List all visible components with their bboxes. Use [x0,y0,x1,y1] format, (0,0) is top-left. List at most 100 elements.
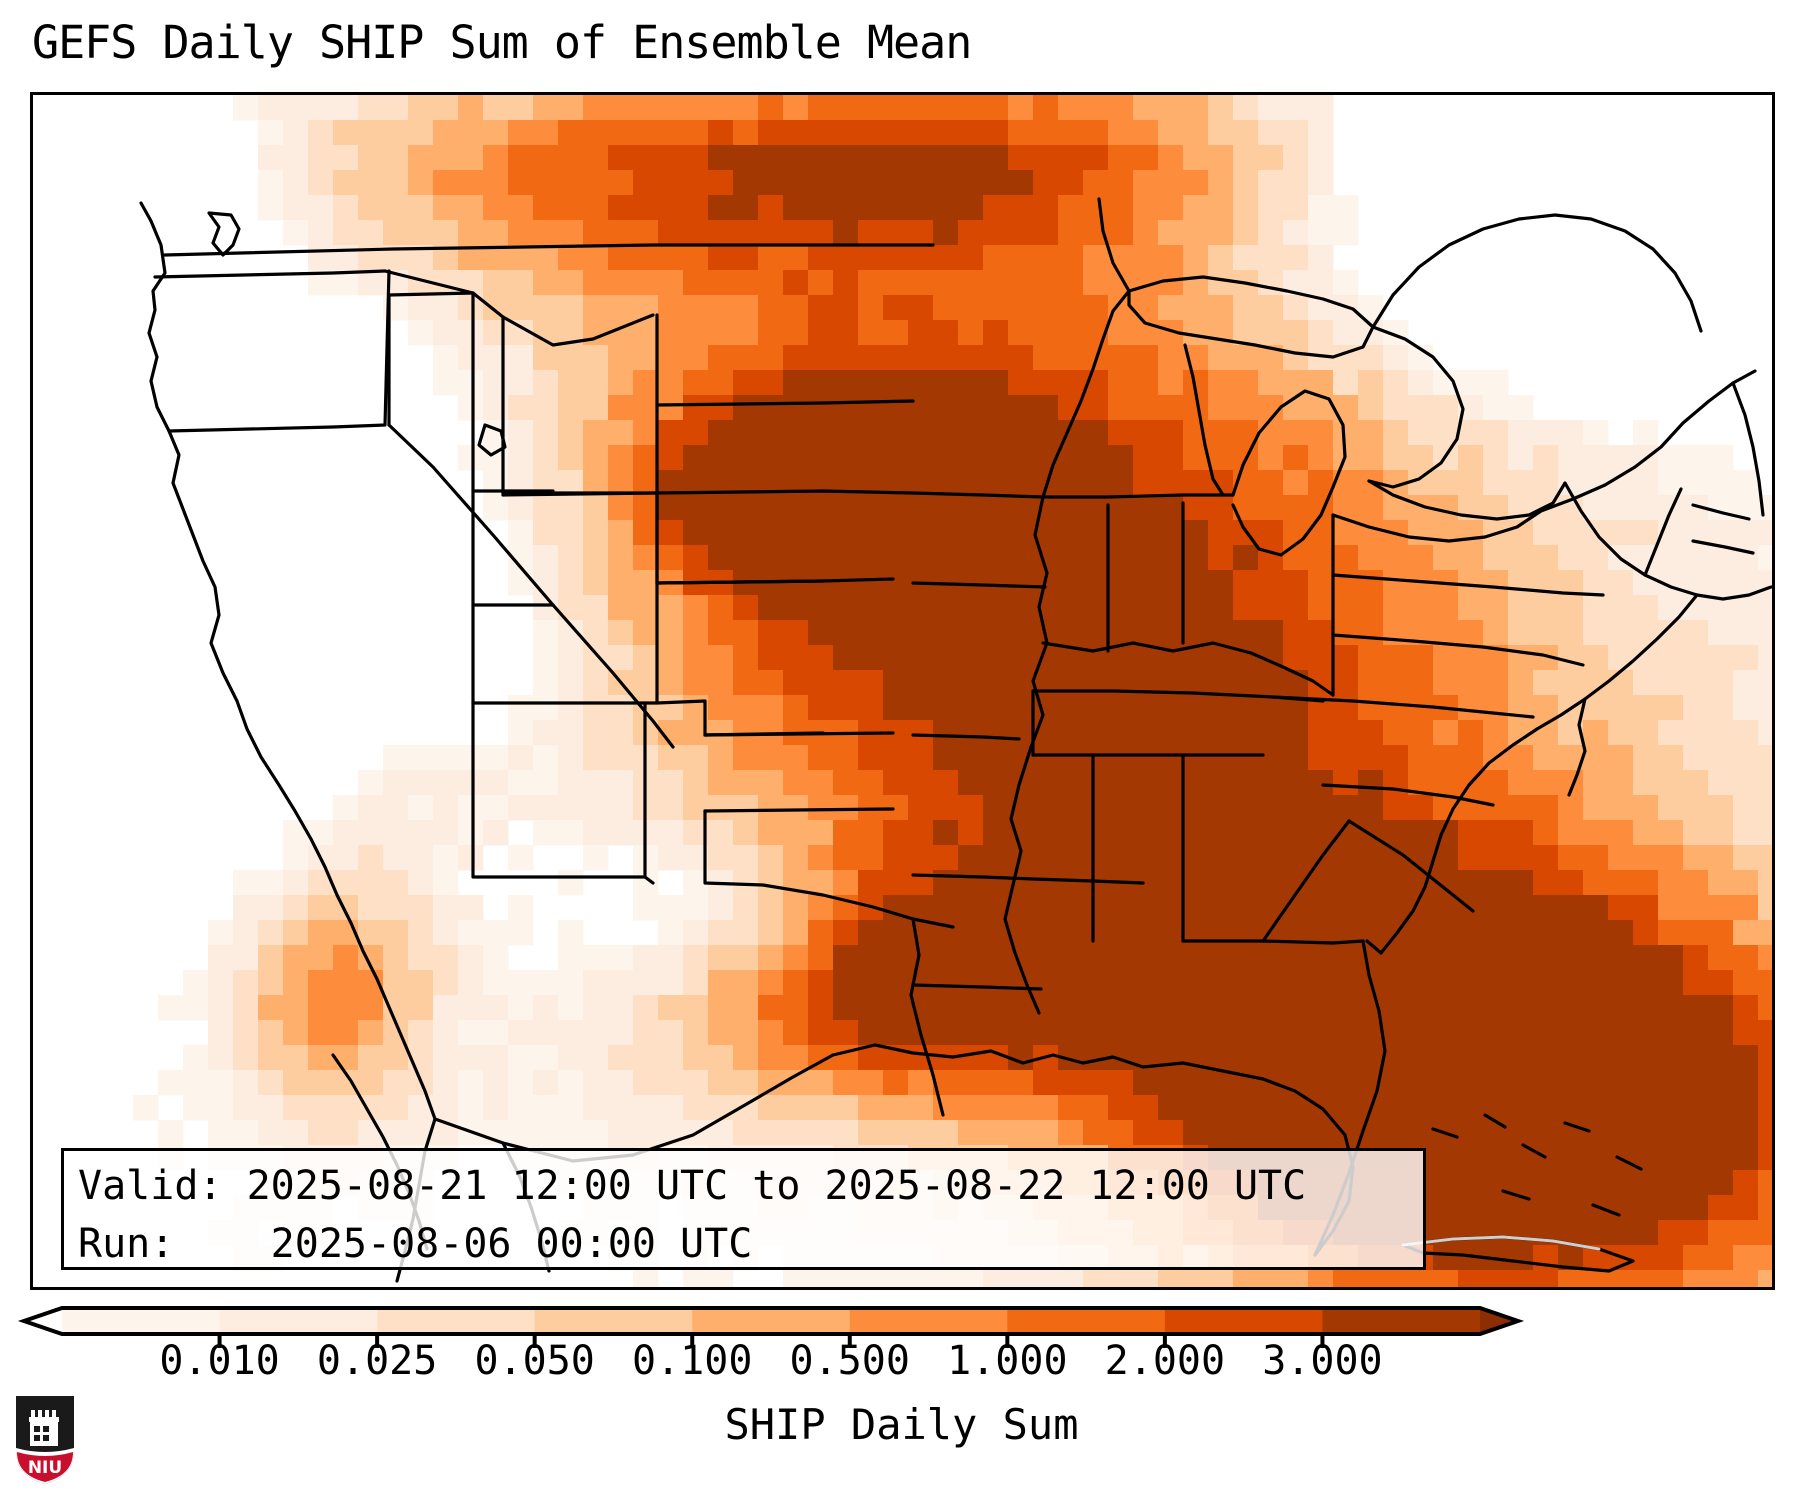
heatmap-cell [933,320,959,346]
colorbar-ticks [217,1334,1325,1348]
heatmap-cell [608,195,634,221]
heatmap-cell [1608,520,1634,546]
heatmap-cell [208,1095,234,1121]
heatmap-cell [1583,820,1609,846]
colorbar-outline [17,1306,1525,1336]
map-border-path [703,731,895,737]
map-border-path [911,873,1035,881]
heatmap-cell [683,1070,709,1096]
heatmap-cell [983,345,1009,371]
heatmap-cell [708,1095,734,1121]
heatmap-cell [1283,645,1309,671]
heatmap-cell [958,520,984,546]
heatmap-cell [583,220,609,246]
heatmap-cell [558,670,584,696]
heatmap-cell [1008,1120,1034,1146]
heatmap-cell [233,920,259,946]
heatmap-cell [708,845,734,871]
heatmap-cell [608,445,634,471]
heatmap-cell [1608,945,1634,971]
heatmap-cell [1008,520,1034,546]
heatmap-cell [883,920,909,946]
heatmap-cell [1458,720,1484,746]
heatmap-cell [908,720,934,746]
heatmap-cell [308,245,334,271]
heatmap-cell [1133,195,1159,221]
heatmap-cell [1258,145,1284,171]
heatmap-cell [1033,1095,1059,1121]
heatmap-cell [608,1070,634,1096]
heatmap-cell [533,495,559,521]
heatmap-cell [1383,695,1409,721]
heatmap-cell [1433,645,1459,671]
heatmap-cell [1283,845,1309,871]
heatmap-cell [808,445,834,471]
heatmap-cell [1708,745,1734,771]
heatmap-cell [1733,795,1759,821]
heatmap-cell [1283,445,1309,471]
heatmap-cell [1408,720,1434,746]
heatmap-cell [333,945,359,971]
heatmap-cell [933,620,959,646]
heatmap-cell [1758,870,1772,896]
heatmap-cell [1033,845,1059,871]
heatmap-cell [1083,395,1109,421]
heatmap-cell [1158,95,1184,121]
heatmap-cell [583,1120,609,1146]
heatmap-cell [1058,1070,1084,1096]
heatmap-cell [1758,1095,1772,1121]
heatmap-cell [833,1070,859,1096]
heatmap-cell [608,995,634,1021]
heatmap-cell [383,770,409,796]
heatmap-cell [1583,1120,1609,1146]
heatmap-cell [1283,970,1309,996]
heatmap-cell [1558,1070,1584,1096]
heatmap-cell [1233,945,1259,971]
heatmap-cell [558,145,584,171]
heatmap-cell [833,820,859,846]
heatmap-cell [858,1270,884,1287]
heatmap-cell [1733,570,1759,596]
heatmap-cell [733,195,759,221]
heatmap-cell [808,795,834,821]
heatmap-cell [883,870,909,896]
heatmap-cell [1508,1095,1534,1121]
heatmap-cell [183,1045,209,1071]
heatmap-cell [833,370,859,396]
heatmap-cell [1583,720,1609,746]
heatmap-cell [683,345,709,371]
heatmap-cell [833,945,859,971]
heatmap-cell [733,895,759,921]
heatmap-cell [1333,1070,1359,1096]
heatmap-cell [1083,845,1109,871]
heatmap-cell [1133,170,1159,196]
heatmap-cell [1533,920,1559,946]
heatmap-cell [1458,1070,1484,1096]
heatmap-cell [1308,1120,1334,1146]
heatmap-cell [1458,1170,1484,1196]
heatmap-cell [1608,745,1634,771]
heatmap-cell [633,1120,659,1146]
heatmap-cell [1183,670,1209,696]
heatmap-cell [433,870,459,896]
heatmap-cell [1708,1095,1734,1121]
heatmap-cell [383,220,409,246]
heatmap-cell [1433,970,1459,996]
heatmap-cell [1158,870,1184,896]
heatmap-cell [933,1020,959,1046]
map-border-path [1691,539,1755,555]
heatmap-cell [1033,820,1059,846]
heatmap-cell [558,220,584,246]
heatmap-cell [1733,820,1759,846]
heatmap-cell [1283,995,1309,1021]
heatmap-cell [433,770,459,796]
heatmap-cell [1583,595,1609,621]
map-border-path [1367,325,1465,489]
heatmap-cell [333,795,359,821]
heatmap-cell [1183,120,1209,146]
heatmap-cell [1358,1270,1384,1287]
heatmap-cell [758,995,784,1021]
heatmap-cell [408,945,434,971]
heatmap-cell [383,795,409,821]
heatmap-cell [1408,745,1434,771]
